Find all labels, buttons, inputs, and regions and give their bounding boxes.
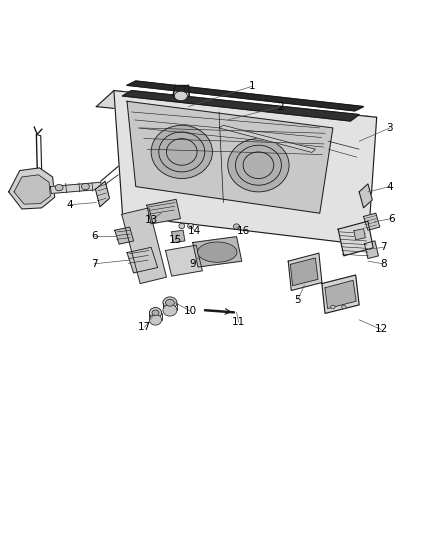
Polygon shape: [166, 245, 202, 276]
Text: 4: 4: [386, 182, 393, 191]
Text: 6: 6: [91, 231, 98, 240]
Polygon shape: [290, 258, 318, 286]
Polygon shape: [122, 208, 166, 284]
Polygon shape: [95, 181, 110, 207]
Polygon shape: [364, 213, 380, 230]
Polygon shape: [9, 168, 55, 209]
Polygon shape: [364, 241, 378, 259]
Ellipse shape: [149, 314, 162, 325]
Polygon shape: [288, 253, 322, 290]
Polygon shape: [219, 125, 315, 152]
Ellipse shape: [233, 224, 240, 229]
Text: 11: 11: [232, 318, 245, 327]
Polygon shape: [338, 221, 373, 256]
Polygon shape: [96, 91, 377, 133]
Polygon shape: [50, 182, 102, 193]
Polygon shape: [127, 81, 364, 111]
Text: 4: 4: [67, 200, 74, 209]
Ellipse shape: [81, 183, 89, 190]
Polygon shape: [127, 101, 333, 213]
Text: 3: 3: [386, 123, 393, 133]
Ellipse shape: [149, 308, 162, 318]
Polygon shape: [14, 175, 50, 204]
Text: 7: 7: [380, 243, 387, 252]
Polygon shape: [354, 229, 365, 240]
Ellipse shape: [342, 305, 346, 309]
Ellipse shape: [331, 305, 335, 309]
Polygon shape: [172, 230, 185, 243]
Ellipse shape: [166, 300, 174, 306]
Text: 14: 14: [188, 226, 201, 236]
Ellipse shape: [187, 223, 194, 229]
Ellipse shape: [198, 242, 237, 262]
Text: 12: 12: [374, 325, 388, 334]
Polygon shape: [325, 280, 356, 309]
Ellipse shape: [151, 125, 212, 179]
Text: 16: 16: [237, 226, 250, 236]
Polygon shape: [193, 237, 242, 267]
Text: 17: 17: [138, 322, 151, 332]
Polygon shape: [359, 184, 372, 208]
Polygon shape: [114, 91, 377, 245]
Polygon shape: [115, 227, 134, 244]
Text: 8: 8: [380, 259, 387, 269]
Polygon shape: [322, 275, 359, 313]
Ellipse shape: [174, 91, 187, 101]
Text: 7: 7: [91, 259, 98, 269]
Text: 2: 2: [277, 102, 284, 111]
Text: 15: 15: [169, 235, 182, 245]
Ellipse shape: [152, 310, 159, 316]
Text: 6: 6: [389, 214, 396, 223]
Text: 5: 5: [294, 295, 301, 304]
Text: 10: 10: [184, 306, 197, 316]
Polygon shape: [123, 91, 359, 121]
Polygon shape: [127, 247, 158, 273]
Polygon shape: [147, 199, 180, 224]
Text: 9: 9: [189, 259, 196, 269]
Ellipse shape: [163, 304, 177, 316]
Ellipse shape: [179, 223, 184, 229]
Ellipse shape: [163, 297, 177, 309]
Ellipse shape: [55, 184, 63, 191]
Text: 13: 13: [145, 215, 158, 225]
Ellipse shape: [228, 139, 289, 192]
Text: 1: 1: [248, 82, 255, 91]
